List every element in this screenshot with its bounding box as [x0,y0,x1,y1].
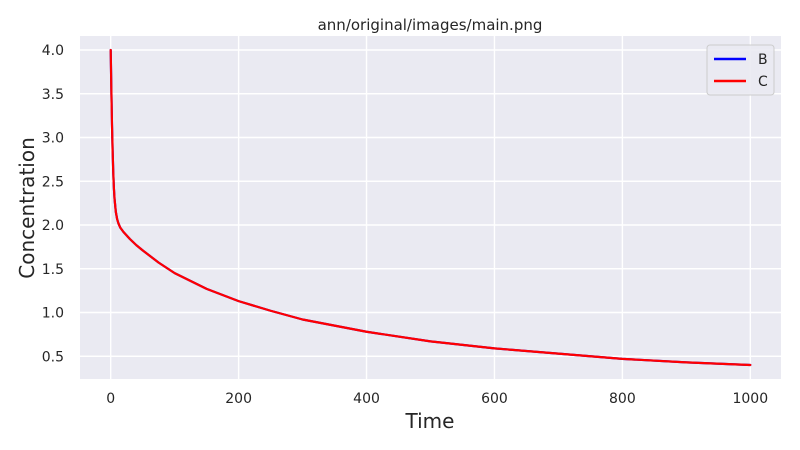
x-tick-label: 600 [481,391,508,407]
y-tick-label: 2.5 [42,174,64,190]
y-tick-label: 3.5 [42,87,64,103]
y-tick-label: 2.0 [42,218,64,234]
chart-title: ann/original/images/main.png [318,16,543,34]
legend-box [706,44,775,96]
x-tick-label: 1000 [732,391,768,407]
x-axis-label: Time [405,409,455,433]
y-tick-label: 1.0 [42,306,64,322]
y-tick-labels: 0.5 1.0 1.5 2.0 2.5 3.0 3.5 4.0 [42,43,64,365]
legend: BC [706,44,775,96]
y-axis-label: Concentration [15,137,39,278]
legend-label-C: C [758,74,768,90]
series-line-C [109,48,752,367]
y-tick-label: 1.5 [42,262,64,278]
y-tick-label: 4.0 [42,43,64,59]
legend-label-B: B [758,52,768,68]
x-tick-label: 800 [609,391,636,407]
series-layer [109,48,752,367]
x-tick-label: 400 [353,391,380,407]
y-tick-label: 3.0 [42,131,64,147]
x-tick-labels: 0 200 400 600 800 1000 [106,391,768,407]
x-tick-label: 200 [225,391,252,407]
y-tick-label: 0.5 [42,349,64,365]
plot-background [80,36,781,379]
x-tick-label: 0 [106,391,115,407]
